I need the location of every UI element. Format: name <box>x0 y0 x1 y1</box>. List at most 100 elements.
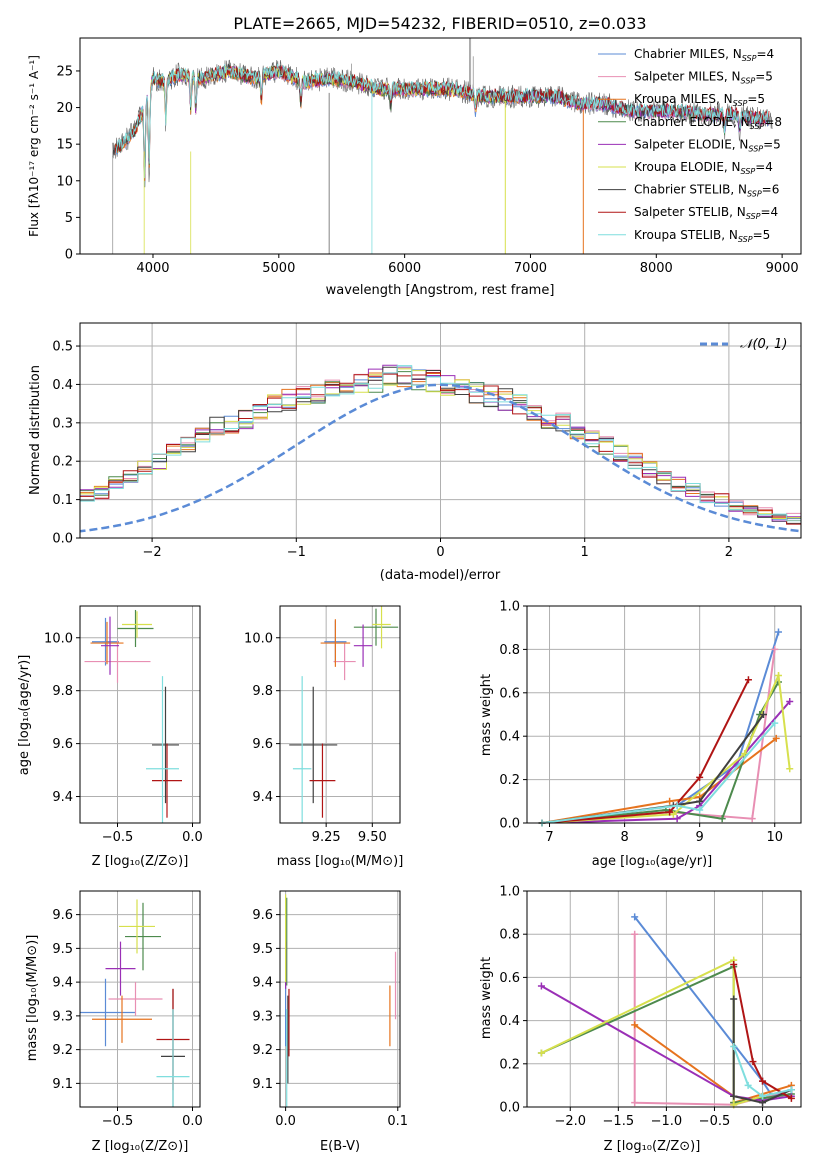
x-tick-label: −1 <box>287 545 306 560</box>
legend-label-subscript: SSP <box>747 190 762 199</box>
weight-series-marker <box>631 1099 639 1107</box>
legend-label: Kroupa MILES, NSSP=5 <box>634 92 765 108</box>
legend-label-value: =8 <box>764 115 782 129</box>
x-tick-label: 9000 <box>766 261 799 276</box>
weight-vs-Z-plot: −2.0 −1.5 −1.0 −0.5 0.0 0.0 0.2 0.4 0.6 0.8 1.0 <box>499 885 802 1129</box>
mass-vs-Z-plot: −0.5 0.0 9.1 9.2 9.3 9.4 9.5 9.6 <box>52 890 203 1129</box>
mass-vs-EBV-plot: 0.0 0.1 9.1 9.2 9.3 9.4 9.5 9.6 <box>252 890 408 1129</box>
y-tick-label: 0.0 <box>499 817 520 832</box>
weight-series-marker <box>741 750 749 758</box>
age-vs-Z-plot: −0.5 0.0 9.4 9.6 9.8 10.0 <box>44 605 203 845</box>
mass-vs-Z-ylabel: mass [log₁₀(M/M⊙)] <box>25 935 40 1062</box>
y-tick-label: 0.8 <box>499 928 520 943</box>
y-tick-label: 9.4 <box>252 976 273 991</box>
weight-series-marker <box>759 1099 767 1107</box>
legend-label-value: =4 <box>756 47 774 61</box>
legend-label-subscript: SSP <box>741 77 756 86</box>
x-tick-label: 0.0 <box>275 1114 296 1129</box>
legend-label: Salpeter MILES, NSSP=5 <box>634 70 773 86</box>
y-tick-label: 9.6 <box>52 908 73 923</box>
weight-series-marker <box>744 676 752 684</box>
y-tick-label: 15 <box>56 138 73 153</box>
y-tick-label: 10.0 <box>44 631 73 646</box>
axes-frame <box>79 37 802 255</box>
y-tick-label: 9.2 <box>52 1043 73 1058</box>
y-tick-label: 1.0 <box>499 600 520 615</box>
spectrum-xlabel: wavelength [Angstrom, rest frame] <box>326 283 555 298</box>
y-tick-label: 9.4 <box>252 790 273 805</box>
y-tick-label: 9.8 <box>52 684 73 699</box>
weight-series-marker <box>774 671 782 679</box>
legend-label-text: Chabrier MILES, N <box>634 47 742 61</box>
weight-vs-age-ylabel: mass weight <box>479 674 494 756</box>
age-vs-Z-xlabel: Z [log₁₀(Z/Z⊙)] <box>92 854 189 869</box>
y-tick-label: 9.8 <box>252 684 273 699</box>
x-tick-label: −1.5 <box>603 1114 635 1129</box>
mass-vs-EBV-panel: 0.0 0.1 9.1 9.2 9.3 9.4 9.5 9.6 E(B-V) <box>252 890 408 1154</box>
x-tick-label: 5000 <box>262 261 295 276</box>
weight-series-marker <box>730 960 738 968</box>
x-tick-label: 0 <box>436 545 444 560</box>
weight-series-marker <box>730 1092 738 1100</box>
age-vs-Z-ylabel: age [log₁₀(age/yr)] <box>17 655 32 776</box>
residuals-legend: 𝒩(0, 1) <box>700 337 787 352</box>
legend-label-subscript: SSP <box>741 167 756 176</box>
x-tick-label: 0.0 <box>182 830 203 845</box>
x-tick-label: 4000 <box>136 261 169 276</box>
x-tick-label: 10 <box>766 830 783 845</box>
y-tick-label: 9.1 <box>52 1077 73 1092</box>
weight-series-marker <box>787 1086 795 1094</box>
weight-series-marker <box>730 995 738 1003</box>
age-vs-Z-panel: −0.5 0.0 9.4 9.6 9.8 10.0 Z [log₁₀(Z/Z⊙)] age… <box>17 605 203 869</box>
weight-series-marker <box>666 808 674 816</box>
x-tick-label: 0.0 <box>182 1114 203 1129</box>
y-tick-label: 9.6 <box>252 908 273 923</box>
weight-series-marker <box>673 815 681 823</box>
gaussian-legend-label: 𝒩(0, 1) <box>740 337 787 352</box>
y-tick-label: 9.6 <box>52 737 73 752</box>
y-tick-label: 9.4 <box>52 790 73 805</box>
y-tick-label: 9.5 <box>52 942 73 957</box>
y-tick-label: 0.0 <box>52 532 73 547</box>
weight-series-marker <box>696 797 704 805</box>
legend-label: Salpeter STELIB, NSSP=4 <box>634 205 778 221</box>
weight-vs-Z-xlabel: Z [log₁₀(Z/Z⊙)] <box>604 1139 701 1154</box>
weight-vs-Z-ylabel: mass weight <box>479 957 494 1039</box>
y-tick-label: 9.4 <box>52 976 73 991</box>
mass-vs-EBV-xlabel: E(B-V) <box>320 1139 360 1154</box>
legend-label-text: Kroupa ELODIE, N <box>634 160 741 174</box>
y-tick-label: 0.1 <box>52 493 73 508</box>
legend-label-value: =5 <box>763 137 781 151</box>
weight-series-marker <box>744 1081 752 1089</box>
y-tick-label: 20 <box>56 101 73 116</box>
legend-label-value: =5 <box>755 70 773 84</box>
weight-series-marker <box>537 982 545 990</box>
weight-series-line <box>540 985 792 1102</box>
x-tick-label: 1 <box>581 545 589 560</box>
y-tick-label: 9.5 <box>252 942 273 957</box>
legend-label-text: Salpeter MILES, N <box>634 70 741 84</box>
legend-label-text: Chabrier ELODIE, N <box>634 115 750 129</box>
age-vs-mass-panel: 9.25 9.50 9.4 9.6 9.8 10.0 mass [log₁₀(M/M⊙)] <box>244 605 403 869</box>
weight-vs-age-plot: 7 8 9 10 0.0 0.2 0.4 0.6 0.8 1.0 <box>499 600 802 845</box>
x-tick-label: −2.0 <box>554 1114 586 1129</box>
axes-frame <box>79 605 201 824</box>
legend-label: Chabrier MILES, NSSP=4 <box>634 47 774 63</box>
x-tick-label: 8 <box>620 830 628 845</box>
mass-vs-Z-xlabel: Z [log₁₀(Z/Z⊙)] <box>92 1139 189 1154</box>
weight-series-marker <box>759 1092 767 1100</box>
weight-series-line <box>541 679 750 823</box>
legend-label: Kroupa STELIB, NSSP=5 <box>634 228 770 244</box>
x-tick-label: 0.0 <box>752 1114 773 1129</box>
weight-series-marker <box>666 797 674 805</box>
axes-frame <box>279 890 401 1108</box>
weight-series-marker <box>774 628 782 636</box>
x-tick-label: 9.25 <box>312 830 341 845</box>
legend-label: Salpeter ELODIE, NSSP=5 <box>634 137 781 153</box>
x-tick-label: 2 <box>725 545 733 560</box>
y-tick-label: 1.0 <box>499 885 520 900</box>
y-tick-label: 0.6 <box>499 971 520 986</box>
gaussian-curve <box>80 383 801 533</box>
axes-frame <box>79 322 802 539</box>
